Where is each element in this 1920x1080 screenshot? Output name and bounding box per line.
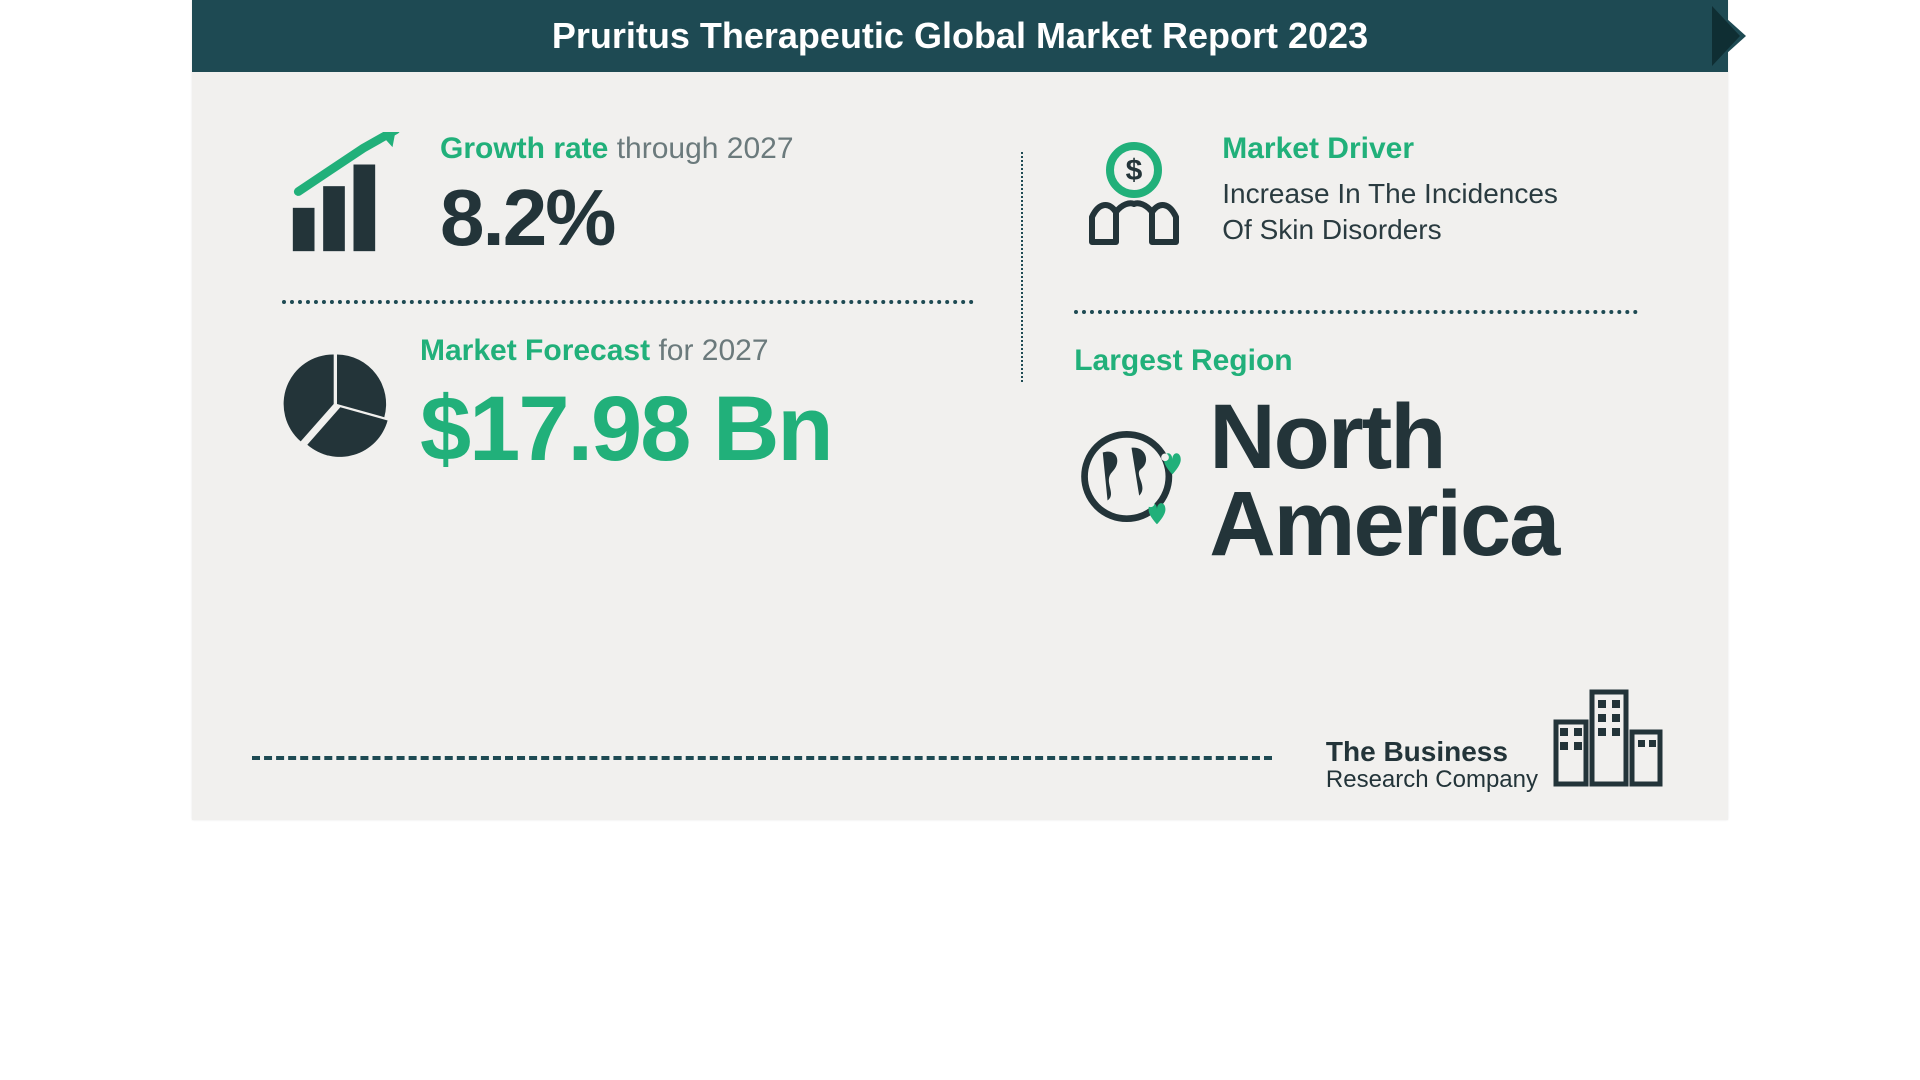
pie-chart-icon xyxy=(282,349,392,459)
market-driver-icon: $ xyxy=(1074,132,1194,252)
infographic-card: Pruritus Therapeutic Global Market Repor… xyxy=(192,0,1728,820)
growth-label-accent: Growth rate xyxy=(440,132,608,165)
forecast-text: Market Forecast for 2027 $17.98 Bn xyxy=(420,334,832,473)
vertical-divider xyxy=(1021,152,1023,382)
globe-icon xyxy=(1074,419,1189,534)
driver-block: $ Market Driver Increase In The Incidenc… xyxy=(1074,132,1638,252)
growth-block: Growth rate through 2027 8.2% xyxy=(282,132,974,264)
growth-text: Growth rate through 2027 8.2% xyxy=(440,132,794,264)
forecast-block: Market Forecast for 2027 $17.98 Bn xyxy=(282,334,974,473)
forecast-label: Market Forecast for 2027 xyxy=(420,334,832,368)
left-column: Growth rate through 2027 8.2% Market xyxy=(282,132,1014,569)
header-arrow-icon xyxy=(1706,0,1746,72)
driver-text: Increase In The Incidences Of Skin Disor… xyxy=(1222,176,1582,249)
driver-label: Market Driver xyxy=(1222,132,1582,166)
growth-chart-icon xyxy=(282,132,412,262)
body: Growth rate through 2027 8.2% Market xyxy=(192,72,1728,569)
region-line2: America xyxy=(1209,473,1558,575)
bottom-dashed-line xyxy=(252,756,1272,760)
forecast-label-muted: for 2027 xyxy=(650,334,768,367)
header-bar: Pruritus Therapeutic Global Market Repor… xyxy=(192,0,1728,72)
forecast-label-accent: Market Forecast xyxy=(420,334,650,367)
growth-value: 8.2% xyxy=(440,172,794,264)
right-column: $ Market Driver Increase In The Incidenc… xyxy=(1014,132,1638,569)
growth-label: Growth rate through 2027 xyxy=(440,132,794,166)
growth-label-muted: through 2027 xyxy=(608,132,793,165)
logo-buildings-icon xyxy=(1548,682,1668,792)
forecast-value: $17.98 Bn xyxy=(420,386,832,473)
left-divider xyxy=(282,300,974,304)
region-label: Largest Region xyxy=(1074,344,1638,378)
company-logo: The Business Research Company xyxy=(1326,682,1668,792)
region-block: Largest Region xyxy=(1074,344,1638,569)
logo-line1: The Business xyxy=(1326,737,1538,766)
logo-text: The Business Research Company xyxy=(1326,737,1538,792)
header-title: Pruritus Therapeutic Global Market Repor… xyxy=(552,15,1368,57)
region-value: North America xyxy=(1209,394,1558,569)
right-divider xyxy=(1074,310,1638,314)
driver-text-wrap: Market Driver Increase In The Incidences… xyxy=(1222,132,1582,249)
logo-line2: Research Company xyxy=(1326,767,1538,792)
svg-text:$: $ xyxy=(1126,154,1143,187)
